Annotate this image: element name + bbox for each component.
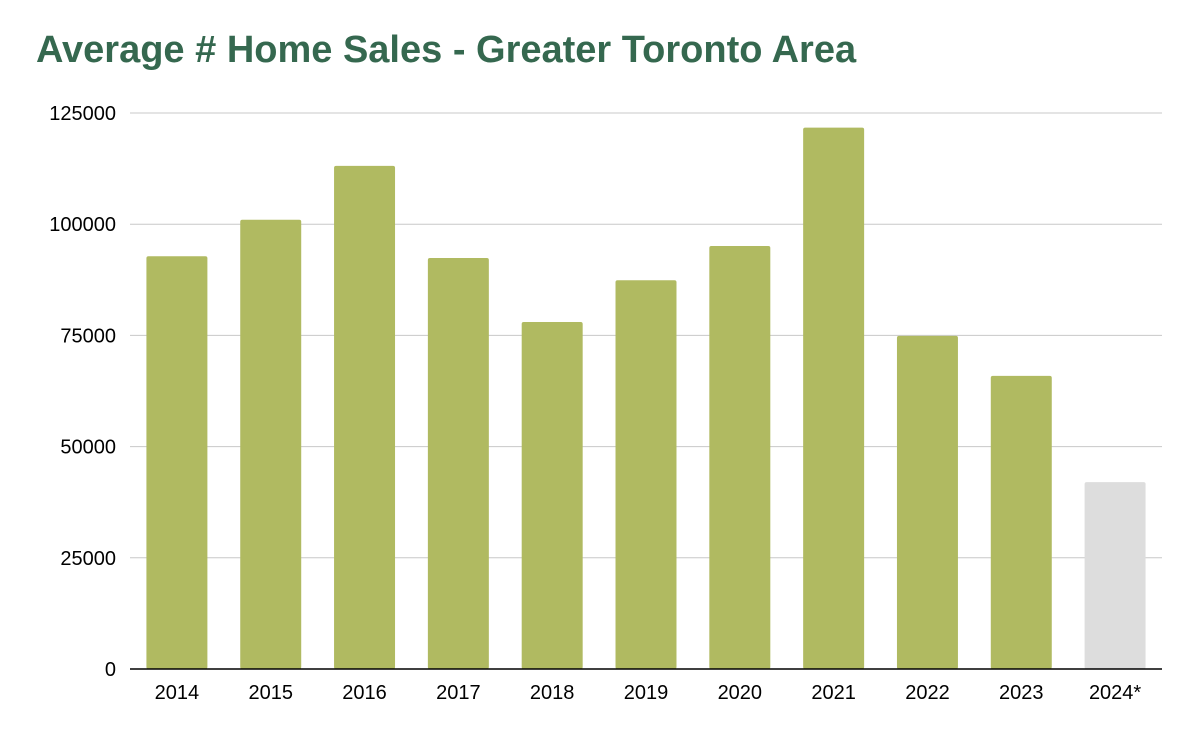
bar-2022 [896, 335, 958, 669]
bar-2015 [240, 219, 302, 669]
x-tick-label: 2023 [999, 682, 1044, 704]
y-axis-tick-labels: 0 25000 50000 75000 100000 125000 [49, 103, 116, 681]
y-tick-label: 50000 [60, 437, 116, 459]
bar-2024 [1084, 482, 1146, 669]
bar-2023 [990, 375, 1052, 669]
x-tick-label: 2019 [624, 682, 669, 704]
y-tick-label: 25000 [60, 548, 116, 570]
x-tick-label: 2020 [718, 682, 763, 704]
x-tick-label: 2022 [905, 682, 950, 704]
x-tick-label: 2017 [436, 682, 481, 704]
x-tick-label: 2021 [811, 682, 856, 704]
y-tick-label: 125000 [49, 103, 116, 125]
bar-2014 [146, 256, 208, 669]
bar-2019 [615, 280, 677, 669]
bar-2020 [709, 245, 771, 670]
y-tick-label: 100000 [49, 214, 116, 236]
x-tick-label: 2015 [248, 682, 293, 704]
x-tick-label: 2024* [1089, 682, 1141, 704]
chart-title: Average # Home Sales - Greater Toronto A… [36, 29, 857, 71]
bar-2018 [521, 322, 583, 669]
x-axis-tick-labels: 2014 2015 2016 2017 2018 2019 2020 2021 2022 2023… [155, 682, 1142, 704]
y-tick-label: 75000 [60, 325, 116, 347]
x-tick-label: 2016 [342, 682, 387, 704]
x-tick-label: 2014 [155, 682, 200, 704]
x-tick-label: 2018 [530, 682, 575, 704]
y-tick-label: 0 [105, 659, 116, 681]
bar-2016 [334, 165, 396, 669]
bars [146, 127, 1146, 670]
bar-2021 [803, 127, 865, 669]
bar-2017 [427, 258, 489, 669]
